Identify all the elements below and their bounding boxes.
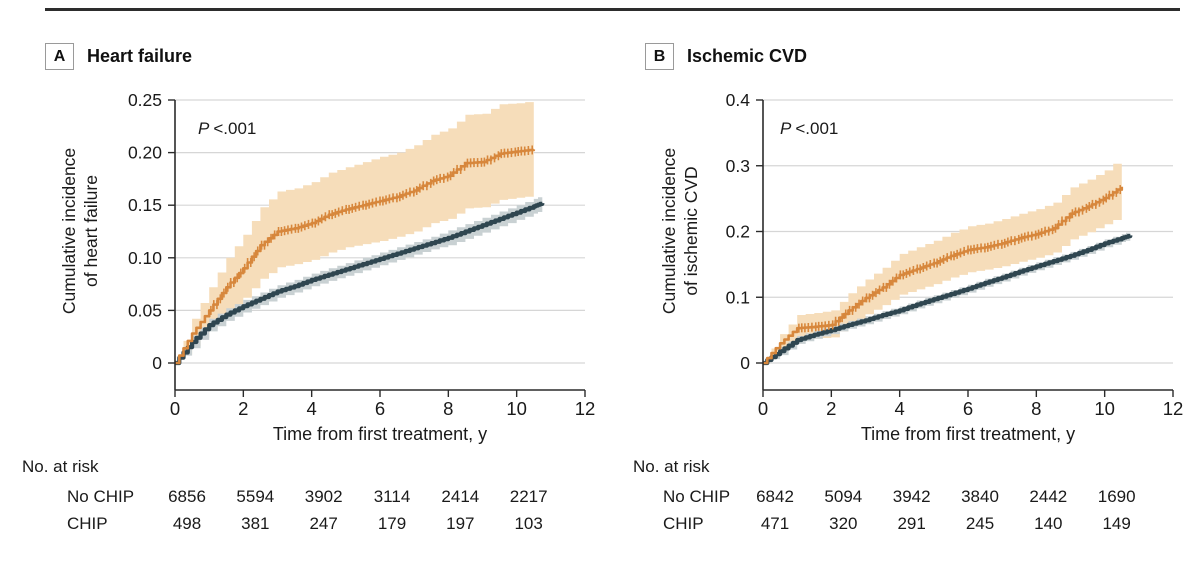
y-tick-label: 0 xyxy=(740,353,750,373)
risk-count: 5094 xyxy=(824,487,863,506)
x-tick-label: 6 xyxy=(375,398,385,419)
x-tick-label: 2 xyxy=(238,398,248,419)
risk-table-title: No. at risk xyxy=(22,457,99,476)
chip-confidence-band xyxy=(175,101,534,363)
y-axis-label-line1: Cumulative incidence xyxy=(659,147,679,315)
y-tick-label: 0.10 xyxy=(128,248,162,268)
risk-count: 2414 xyxy=(441,487,480,506)
risk-count: 140 xyxy=(1034,514,1063,533)
risk-count: 381 xyxy=(241,514,270,533)
x-axis-label: Time from first treatment, y xyxy=(272,424,488,444)
risk-count: 103 xyxy=(514,514,543,533)
p-value-annotation: P <.001 xyxy=(198,119,256,139)
figure-top-rule xyxy=(45,8,1180,11)
y-tick-label: 0.15 xyxy=(128,195,162,215)
x-tick-label: 10 xyxy=(506,398,527,419)
heart-failure-chart: 0 0.05 0.10 0.15 0.20 0.25 0 2 4 6 8 10 12 xyxy=(128,90,596,419)
x-tick-label: 12 xyxy=(575,398,596,419)
risk-count: 197 xyxy=(446,514,475,533)
panel-ischemic-cvd: 0 0.1 0.2 0.3 0.4 0 2 4 6 8 10 12 B Ischemic CVD Cu… xyxy=(588,0,1200,569)
risk-row-label: CHIP xyxy=(663,514,704,533)
panel-heart-failure: 0 0.05 0.10 0.15 0.20 0.25 0 2 4 6 8 10 12 A Heart f… xyxy=(0,43,600,534)
panel-letter-badge: A xyxy=(45,43,74,70)
y-axis-label-line1: Cumulative incidence xyxy=(59,147,79,315)
risk-count: 291 xyxy=(897,514,926,533)
x-tick-label: 0 xyxy=(758,398,768,419)
risk-count: 5594 xyxy=(236,487,275,506)
risk-count: 1690 xyxy=(1097,487,1136,506)
y-tick-label: 0.05 xyxy=(128,300,162,320)
x-tick-label: 8 xyxy=(443,398,453,419)
y-tick-label: 0.2 xyxy=(726,222,750,242)
risk-count: 3942 xyxy=(892,487,931,506)
risk-count: 6856 xyxy=(168,487,206,506)
x-tick-label: 0 xyxy=(170,398,180,419)
risk-row-label: CHIP xyxy=(67,514,108,533)
p-value-symbol: P xyxy=(198,119,210,138)
y-tick-label: 0.1 xyxy=(726,287,750,307)
y-tick-label: 0.20 xyxy=(128,143,162,163)
panel-title: Ischemic CVD xyxy=(687,46,808,66)
x-axis-label: Time from first treatment, y xyxy=(860,424,1076,444)
risk-count: 247 xyxy=(309,514,338,533)
y-tick-label: 0.4 xyxy=(726,90,751,110)
x-tick-label: 8 xyxy=(1031,398,1041,419)
p-value-number: <.001 xyxy=(795,119,839,138)
risk-count: 179 xyxy=(377,514,407,533)
y-axis-label: Cumulative incidence of ischemic CVD xyxy=(658,148,702,314)
panel-header: B Ischemic CVD xyxy=(645,43,807,70)
risk-count: 320 xyxy=(829,514,858,533)
panel-title: Heart failure xyxy=(87,46,193,66)
p-value-number: <.001 xyxy=(213,119,257,138)
panel-letter-badge: B xyxy=(645,43,674,70)
x-tick-label: 4 xyxy=(307,398,317,419)
y-axis-label-line2: of heart failure xyxy=(81,175,101,287)
panel-header: A Heart failure xyxy=(45,43,192,70)
p-value-annotation: P <.001 xyxy=(780,119,838,139)
y-axis-label-line2: of ischemic CVD xyxy=(681,166,701,296)
y-axis-label: Cumulative incidence of heart failure xyxy=(58,148,102,314)
y-tick-label: 0.25 xyxy=(128,90,162,110)
risk-table-title: No. at risk xyxy=(633,457,710,476)
y-tick-label: 0.3 xyxy=(726,156,750,176)
risk-count: 2442 xyxy=(1029,487,1068,506)
risk-row-label: No CHIP xyxy=(663,487,731,506)
x-tick-label: 4 xyxy=(895,398,905,419)
no-chip-curve xyxy=(763,234,1133,366)
risk-count: 3114 xyxy=(373,487,411,506)
risk-count: 498 xyxy=(172,514,202,533)
x-tick-label: 6 xyxy=(963,398,973,419)
ischemic-cvd-chart: 0 0.1 0.2 0.3 0.4 0 2 4 6 8 10 12 xyxy=(726,90,1184,419)
p-value-symbol: P xyxy=(780,119,792,138)
risk-count: 2217 xyxy=(509,487,548,506)
risk-count: 471 xyxy=(760,514,790,533)
risk-table-row: CHIP 471 320 291 245 140 149 xyxy=(588,514,1200,534)
risk-row-label: No CHIP xyxy=(67,487,135,506)
risk-table-row: No CHIP 6856 5594 3902 3114 2414 2217 xyxy=(0,487,600,507)
risk-count: 3840 xyxy=(961,487,999,506)
x-tick-label: 2 xyxy=(826,398,836,419)
risk-count: 149 xyxy=(1102,514,1131,533)
y-tick-label: 0 xyxy=(152,353,162,373)
no-chip-curve xyxy=(175,201,545,366)
x-tick-label: 12 xyxy=(1163,398,1184,419)
risk-table-row: CHIP 498 381 247 179 197 103 xyxy=(0,514,600,534)
risk-count: 6842 xyxy=(756,487,794,506)
risk-table-row: No CHIP 6842 5094 3942 3840 2442 1690 xyxy=(588,487,1200,507)
risk-count: 3902 xyxy=(304,487,343,506)
x-tick-label: 10 xyxy=(1094,398,1115,419)
risk-count: 245 xyxy=(965,514,995,533)
